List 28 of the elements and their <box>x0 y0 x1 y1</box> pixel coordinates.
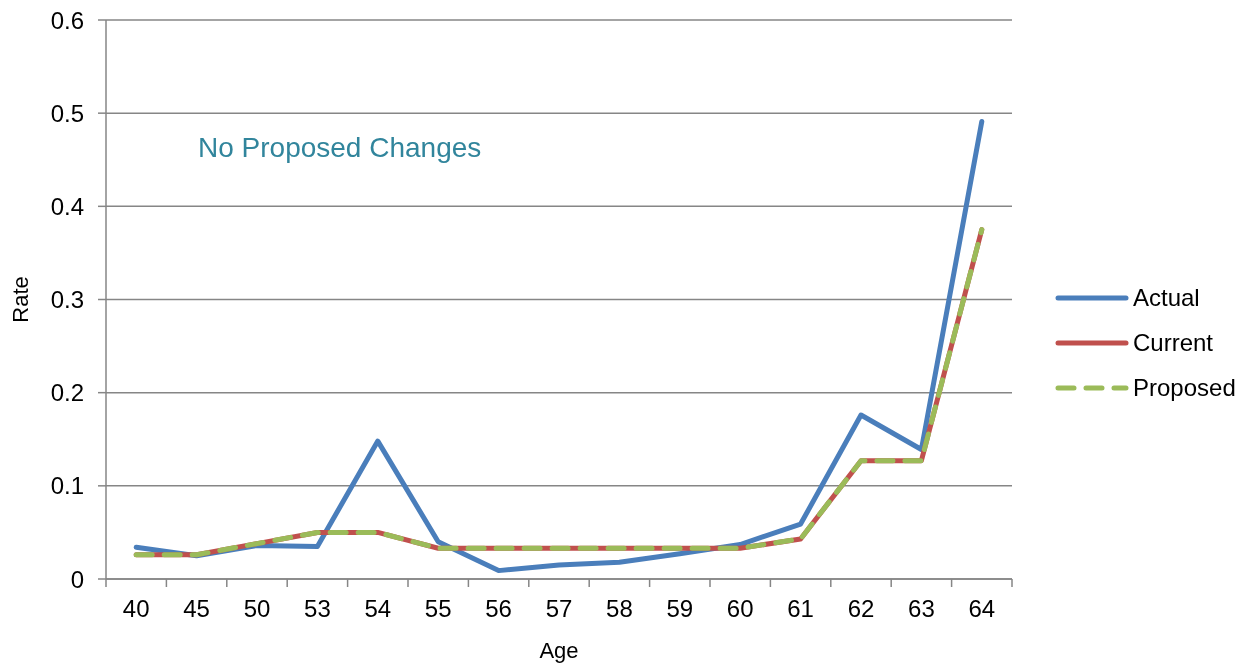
x-tick-label: 62 <box>847 594 875 622</box>
y-tick-label: 0.1 <box>50 472 84 500</box>
x-tick-label: 50 <box>243 594 271 622</box>
x-tick-label: 63 <box>908 594 935 622</box>
legend-label: Current <box>1133 329 1214 357</box>
y-tick-label: 0.3 <box>50 286 84 314</box>
y-tick-label: 0.2 <box>50 379 84 407</box>
x-tick-label: 45 <box>183 594 210 622</box>
x-tick-label: 64 <box>968 594 996 622</box>
annotation: No Proposed Changes <box>198 131 482 165</box>
y-axis-title: Rate <box>7 276 33 323</box>
legend-label: Proposed <box>1133 374 1236 402</box>
x-tick-label: 59 <box>666 594 694 622</box>
y-tick-label: 0.4 <box>50 192 84 220</box>
x-tick-label: 58 <box>606 594 633 622</box>
legend-label: Actual <box>1133 284 1200 312</box>
x-tick-label: 61 <box>787 594 814 622</box>
x-tick-label: 53 <box>304 594 331 622</box>
x-tick-label: 57 <box>545 594 573 622</box>
y-tick-label: 0.5 <box>50 99 84 127</box>
x-tick-label: 56 <box>485 594 512 622</box>
x-tick-label: 54 <box>364 594 392 622</box>
x-tick-label: 60 <box>726 594 754 622</box>
x-axis-title: Age <box>539 637 579 663</box>
x-tick-label: 55 <box>424 594 452 622</box>
x-tick-label: 40 <box>122 594 150 622</box>
y-tick-label: 0.6 <box>50 6 84 34</box>
y-tick-label: 0 <box>70 565 84 593</box>
